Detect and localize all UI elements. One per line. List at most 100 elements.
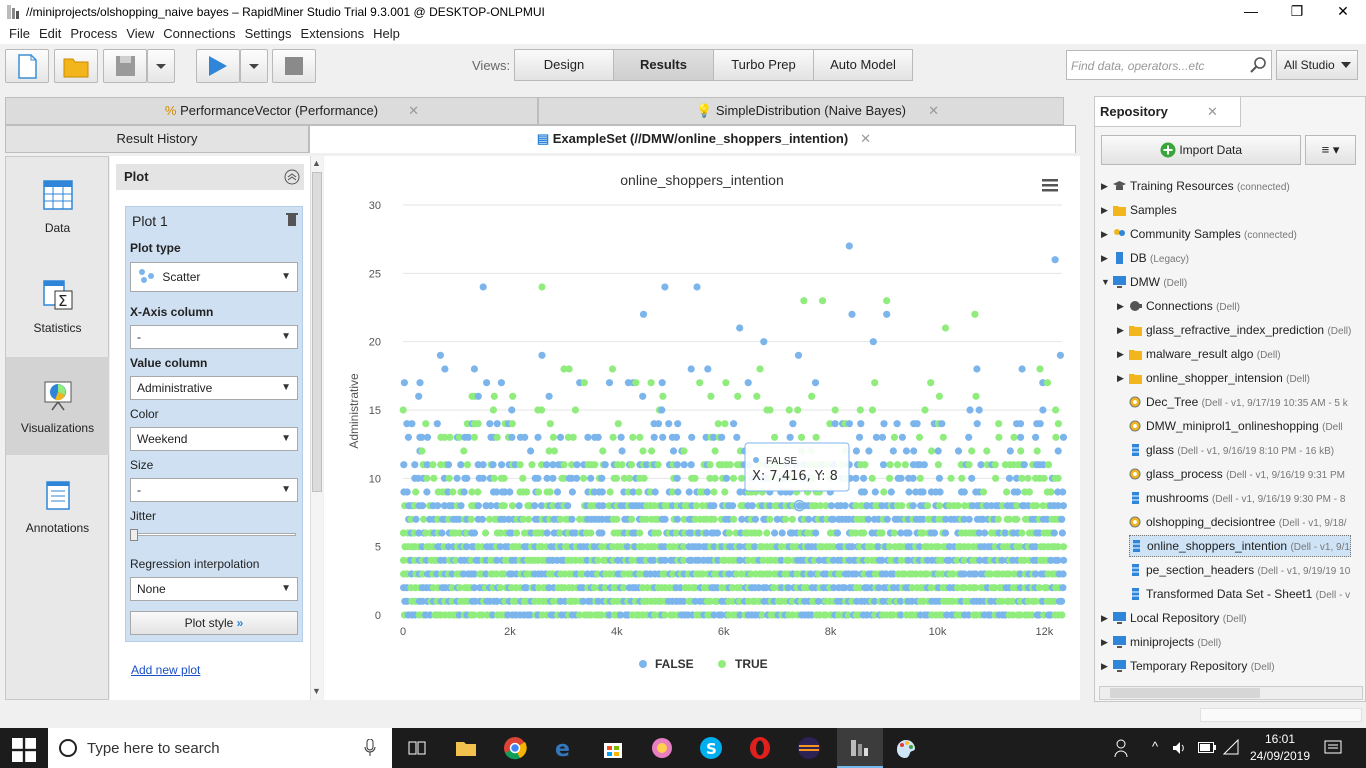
data-point[interactable] xyxy=(755,529,763,537)
data-point[interactable] xyxy=(404,433,412,441)
data-point[interactable] xyxy=(902,447,911,455)
repository-menu-button[interactable]: ≡ ▾ xyxy=(1305,135,1356,165)
data-point[interactable] xyxy=(905,529,913,537)
data-point[interactable] xyxy=(470,611,478,619)
data-point[interactable] xyxy=(814,597,823,605)
repository-item[interactable]: ▶ Training Resources (connected) xyxy=(1101,175,1290,197)
data-point[interactable] xyxy=(620,474,628,482)
data-point[interactable] xyxy=(1054,474,1062,482)
people-icon[interactable] xyxy=(1114,738,1132,758)
close-tab-icon[interactable]: ✕ xyxy=(928,103,939,118)
data-point[interactable] xyxy=(534,474,542,482)
data-point[interactable] xyxy=(965,433,973,441)
data-point[interactable] xyxy=(1059,433,1068,441)
data-point[interactable] xyxy=(923,570,931,578)
menu-extensions[interactable]: Extensions xyxy=(300,26,365,41)
data-point[interactable] xyxy=(639,392,647,400)
x-axis-select[interactable]: - ▼ xyxy=(130,325,298,349)
data-point[interactable] xyxy=(456,584,464,592)
windows-start-icon[interactable] xyxy=(12,738,36,762)
data-point[interactable] xyxy=(788,515,796,523)
data-point[interactable] xyxy=(493,488,501,496)
scatter-chart[interactable]: online_shoppers_intention Administrative… xyxy=(324,156,1080,700)
close-tab-icon[interactable]: ✕ xyxy=(860,131,871,146)
action-center-icon[interactable] xyxy=(1324,739,1342,757)
data-point[interactable] xyxy=(1035,584,1043,592)
data-point[interactable] xyxy=(938,420,946,428)
microphone-icon[interactable] xyxy=(364,739,376,757)
data-point[interactable] xyxy=(1054,543,1062,551)
data-point[interactable] xyxy=(568,488,576,496)
data-point[interactable] xyxy=(1047,488,1055,496)
data-point[interactable] xyxy=(571,406,579,414)
data-point[interactable] xyxy=(490,474,498,482)
repository-item[interactable]: glass_process (Dell - v1, 9/16/19 9:31 P… xyxy=(1129,463,1345,485)
data-point[interactable] xyxy=(565,365,573,373)
data-point[interactable] xyxy=(975,406,983,414)
data-point[interactable] xyxy=(696,379,704,387)
task-view-icon[interactable] xyxy=(405,736,429,760)
data-point[interactable] xyxy=(935,392,944,400)
data-point[interactable] xyxy=(998,597,1006,605)
data-point[interactable] xyxy=(889,447,897,455)
data-point[interactable] xyxy=(403,488,411,496)
data-point[interactable] xyxy=(573,461,581,469)
data-point[interactable] xyxy=(753,392,761,400)
data-point[interactable] xyxy=(819,297,827,305)
data-point[interactable] xyxy=(1005,515,1013,523)
data-point[interactable] xyxy=(766,406,774,414)
data-point[interactable] xyxy=(971,310,979,318)
data-point[interactable] xyxy=(594,570,602,578)
data-point[interactable] xyxy=(812,433,820,441)
nav-annotations[interactable]: Annotations xyxy=(6,457,109,555)
repository-item[interactable]: ▶ malware_result algo (Dell) xyxy=(1117,343,1281,365)
data-point[interactable] xyxy=(515,502,523,510)
data-point[interactable] xyxy=(538,543,546,551)
data-point[interactable] xyxy=(423,474,431,482)
data-point[interactable] xyxy=(528,461,536,469)
save-dropdown-button[interactable] xyxy=(147,49,175,83)
data-point[interactable] xyxy=(869,338,877,346)
data-point[interactable] xyxy=(860,474,868,482)
hovered-point[interactable] xyxy=(793,499,806,512)
data-point[interactable] xyxy=(1043,379,1052,387)
data-point[interactable] xyxy=(827,502,835,510)
data-point[interactable] xyxy=(756,365,764,373)
data-point[interactable] xyxy=(560,474,568,482)
data-point[interactable] xyxy=(654,461,662,469)
data-point[interactable] xyxy=(1031,597,1040,605)
data-point[interactable] xyxy=(711,474,719,482)
data-point[interactable] xyxy=(650,433,658,441)
data-point[interactable] xyxy=(807,570,815,578)
data-point[interactable] xyxy=(860,488,869,496)
data-point[interactable] xyxy=(845,420,854,428)
data-point[interactable] xyxy=(1060,556,1068,564)
data-point[interactable] xyxy=(497,379,505,387)
data-point[interactable] xyxy=(569,433,577,441)
data-point[interactable] xyxy=(844,611,853,619)
data-point[interactable] xyxy=(673,461,681,469)
data-point[interactable] xyxy=(487,502,495,510)
data-point[interactable] xyxy=(958,474,966,482)
data-point[interactable] xyxy=(852,447,861,455)
data-point[interactable] xyxy=(857,420,865,428)
data-point[interactable] xyxy=(1006,447,1014,455)
repository-hscrollbar[interactable] xyxy=(1099,686,1363,700)
tab-performance-vector[interactable]: % PerformanceVector (Performance) ✕ xyxy=(5,97,538,125)
maximize-button[interactable]: ❐ xyxy=(1290,3,1304,19)
data-point[interactable] xyxy=(890,433,899,441)
data-point[interactable] xyxy=(941,324,950,332)
data-point[interactable] xyxy=(496,584,504,592)
data-point[interactable] xyxy=(1016,543,1024,551)
data-point[interactable] xyxy=(654,529,662,537)
data-point[interactable] xyxy=(669,488,677,496)
data-point[interactable] xyxy=(629,488,637,496)
view-results-button[interactable]: Results xyxy=(613,49,714,81)
data-point[interactable] xyxy=(972,570,980,578)
data-point[interactable] xyxy=(474,502,482,510)
menu-view[interactable]: View xyxy=(126,26,155,41)
data-point[interactable] xyxy=(960,488,968,496)
data-point[interactable] xyxy=(1013,515,1021,523)
data-point[interactable] xyxy=(571,529,579,537)
data-point[interactable] xyxy=(538,502,546,510)
